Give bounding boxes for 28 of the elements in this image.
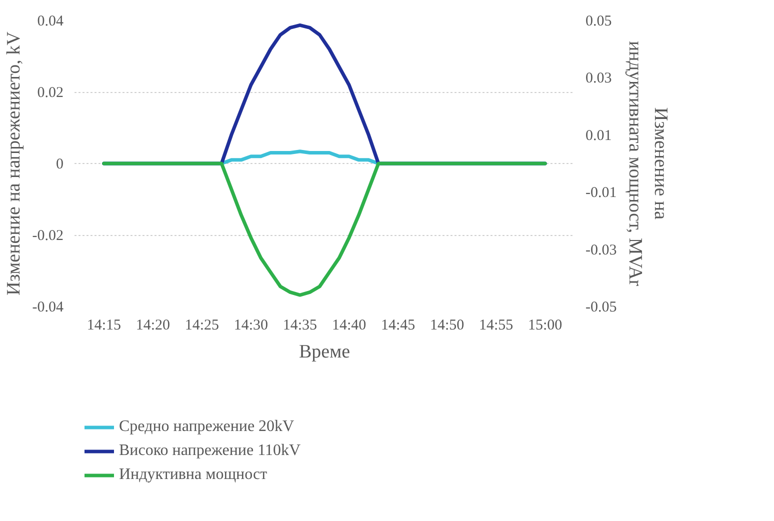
y2-tick-label: 0.01 <box>586 128 612 144</box>
y2-tick-label: 0.03 <box>586 70 612 87</box>
y-tick-label: 0.04 <box>37 14 64 30</box>
x-tick-label: 14:30 <box>234 318 268 334</box>
line-series <box>102 162 547 297</box>
legend-label: Средно напрежение 20kV <box>119 418 294 436</box>
x-tick-label: 14:50 <box>430 318 464 334</box>
x-tick-label: 14:15 <box>86 318 121 334</box>
x-tick-label: 14:45 <box>380 318 416 334</box>
x-axis-title: Време <box>298 342 350 362</box>
x-tick-label: 14:55 <box>479 318 514 334</box>
y-tick-label: -0.04 <box>32 300 64 316</box>
y2-tick-label: -0.01 <box>586 185 617 202</box>
y-tick-label: 0 <box>56 156 64 172</box>
legend-label: Индуктивна мощност <box>119 466 268 484</box>
y2-tick-label: -0.03 <box>586 242 617 258</box>
x-tick-label: 14:25 <box>184 318 220 334</box>
y-axis-title: Изменение на напрежението, kV <box>3 31 24 296</box>
y2-tick-label: -0.05 <box>586 300 617 316</box>
x-tick-label: 15:00 <box>528 318 562 334</box>
x-tick-label: 14:40 <box>332 318 366 334</box>
legend-label: Високо напрежение 110kV <box>119 442 301 460</box>
x-tick-label: 14:35 <box>282 318 318 334</box>
y-tick-label: -0.02 <box>32 228 64 244</box>
x-tick-label: 14:20 <box>136 318 170 334</box>
y2-axis-title: Изменение на индуктивната мощност, MVAr <box>624 40 671 287</box>
y-tick-label: 0.02 <box>37 85 64 101</box>
y2-tick-label: 0.05 <box>586 14 612 30</box>
